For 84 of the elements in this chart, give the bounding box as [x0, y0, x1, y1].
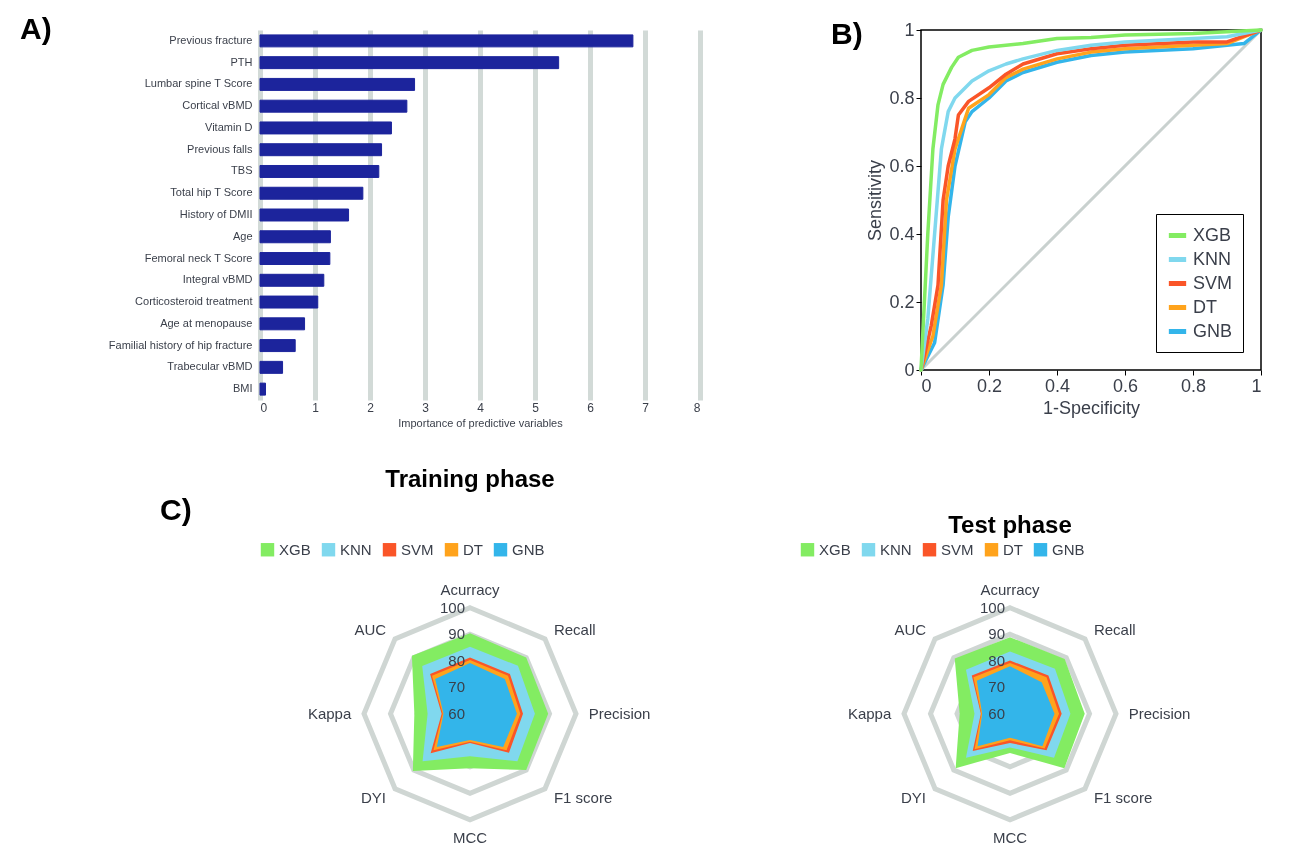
y-tick-label: 60 — [988, 704, 1005, 722]
y-tick-label: Corticosteroid treatment — [135, 295, 253, 308]
y-tick-label: 90 — [448, 625, 465, 643]
y-tick-label: 90 — [988, 625, 1005, 643]
legend-label: KNN — [340, 540, 372, 558]
y-tick-label: PTH — [230, 55, 253, 68]
legend-label: SVM — [1193, 272, 1233, 293]
spoke-label: Kappa — [847, 704, 892, 722]
y-tick-label: 1 — [904, 19, 915, 40]
y-tick-label: 0.4 — [889, 223, 915, 244]
y-tick-label: Trabecular vBMD — [167, 360, 253, 373]
y-axis-title: Sensitivity — [865, 159, 886, 242]
chart-title: Training phase — [385, 465, 555, 492]
x-tick-label: 0.4 — [1044, 375, 1071, 396]
spoke-label: Acurracy — [440, 580, 501, 598]
legend-label: GNB — [1193, 320, 1233, 341]
legend-label: SVM — [401, 540, 434, 558]
x-tick-label: 4 — [477, 400, 485, 415]
y-tick-label: Previous fracture — [169, 33, 253, 46]
y-tick-label: 0 — [904, 359, 915, 380]
x-axis-title: Importance of predictive variables — [398, 416, 564, 429]
spoke-label: Precision — [1128, 704, 1191, 722]
y-tick-label: Age at menopause — [160, 316, 253, 329]
y-tick-label: 70 — [448, 678, 465, 696]
y-tick-label: Integral vBMD — [182, 273, 253, 286]
spoke-label: F1 score — [1093, 788, 1153, 806]
legend-label: GNB — [1052, 540, 1085, 558]
text: A) — [20, 12, 52, 45]
x-tick-label: 1 — [1251, 375, 1262, 396]
spoke-label: MCC — [452, 828, 488, 846]
y-tick-label: Femoral neck T Score — [144, 251, 253, 264]
y-tick-label: 100 — [439, 598, 465, 616]
x-tick-label: 0 — [921, 375, 932, 396]
y-tick-label: Previous falls — [187, 142, 253, 155]
y-tick-label: 0.6 — [889, 155, 915, 176]
y-tick-label: History of DMII — [179, 208, 253, 220]
x-tick-label: 7 — [642, 400, 650, 415]
x-tick-label: 5 — [532, 400, 540, 415]
legend-label: DT — [1193, 296, 1217, 317]
spoke-label: DYI — [901, 788, 927, 806]
y-tick-label: Vitamin D — [205, 120, 253, 133]
spoke-label: Acurracy — [980, 580, 1041, 598]
y-tick-label: Familial history of hip fracture — [108, 338, 253, 351]
legend-label: DT — [1003, 540, 1023, 558]
spoke-label: AUC — [354, 620, 387, 638]
legend-label: GNB — [512, 540, 545, 558]
y-tick-label: 0.2 — [889, 291, 915, 312]
spoke-label: MCC — [992, 828, 1028, 846]
text: B) — [831, 17, 863, 50]
y-tick-label: Age — [232, 229, 253, 242]
y-tick-label: BMI — [232, 382, 253, 395]
y-tick-label: 100 — [979, 598, 1005, 616]
spoke-label: Kappa — [307, 704, 352, 722]
legend-label: KNN — [1193, 248, 1232, 269]
x-tick-label: 8 — [693, 400, 701, 415]
y-tick-label: Total hip T Score — [170, 186, 253, 199]
spoke-label: F1 score — [553, 788, 613, 806]
x-tick-label: 3 — [422, 400, 430, 415]
legend-label: DT — [463, 540, 483, 558]
x-tick-label: 0.6 — [1112, 375, 1139, 396]
x-tick-label: 2 — [367, 400, 375, 415]
x-tick-label: 0.8 — [1180, 375, 1207, 396]
y-tick-label: TBS — [231, 164, 253, 177]
legend-label: SVM — [941, 540, 974, 558]
spoke-label: AUC — [894, 620, 927, 638]
x-tick-label: 1 — [312, 400, 320, 415]
spoke-label: DYI — [361, 788, 387, 806]
y-tick-label: 60 — [448, 704, 465, 722]
y-tick-label: Lumbar spine T Score — [144, 77, 253, 90]
spoke-label: Precision — [588, 704, 651, 722]
spoke-label: Recall — [553, 620, 596, 638]
y-tick-label: Cortical vBMD — [182, 99, 253, 112]
x-tick-label: 6 — [587, 400, 595, 415]
legend-label: XGB — [279, 540, 311, 558]
y-tick-label: 70 — [988, 678, 1005, 696]
legend-label: XGB — [1193, 224, 1232, 245]
legend-label: KNN — [880, 540, 912, 558]
chart-title: Test phase — [948, 511, 1072, 538]
legend-label: XGB — [819, 540, 851, 558]
x-tick-label: 0 — [260, 400, 268, 415]
spoke-label: Recall — [1093, 620, 1136, 638]
text: C) — [160, 493, 192, 526]
x-axis-title: 1-Specificity — [1042, 397, 1141, 418]
y-tick-label: 0.8 — [889, 87, 915, 108]
